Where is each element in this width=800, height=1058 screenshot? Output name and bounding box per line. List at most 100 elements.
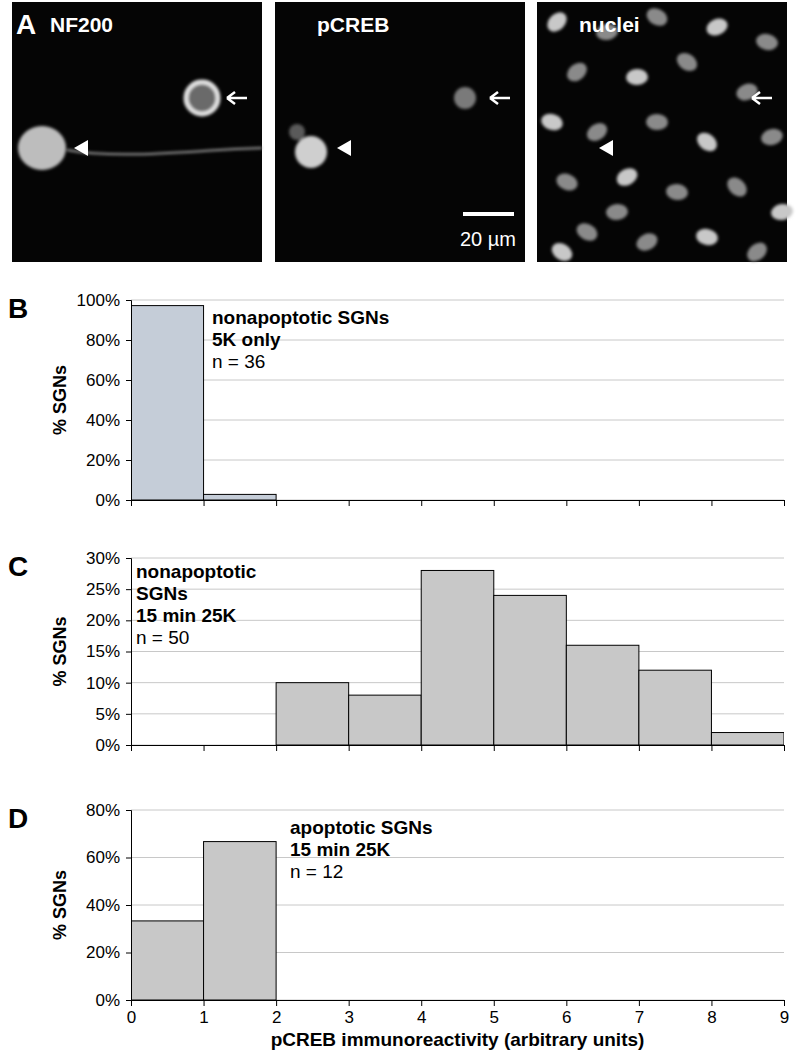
nucleus — [634, 230, 661, 254]
nucleus — [770, 202, 794, 221]
y-tick-mark — [126, 340, 131, 341]
x-tick — [784, 745, 785, 751]
x-tick: 6 — [562, 1000, 571, 1027]
bar — [711, 500, 784, 501]
x-axis-line — [132, 1001, 785, 1007]
y-tick-mark — [126, 420, 131, 421]
x-axis — [132, 745, 785, 751]
bar — [349, 500, 422, 501]
grid-line — [131, 558, 784, 559]
bar — [494, 595, 567, 745]
x-tick-mark — [131, 500, 132, 506]
y-tick-mark — [126, 683, 131, 684]
x-tick-mark — [421, 745, 422, 751]
x-axis-line — [132, 746, 785, 752]
y-tick-label: 5% — [95, 705, 120, 724]
image-background — [537, 2, 787, 262]
bar — [349, 1000, 422, 1001]
x-tick — [566, 745, 567, 751]
nucleus — [563, 59, 590, 85]
nucleus — [544, 9, 571, 36]
grid-line — [131, 460, 784, 461]
bars — [276, 570, 784, 745]
x-tick: 9 — [780, 1000, 789, 1027]
image-title: NF200 — [50, 13, 113, 36]
nucleus — [704, 15, 731, 39]
y-tick-label: 80% — [86, 801, 120, 820]
annotation: 15 min 25K — [290, 839, 391, 860]
x-tick: 3 — [344, 1000, 353, 1027]
x-tick-mark — [784, 500, 785, 506]
x-axis — [132, 500, 785, 506]
x-tick-mark — [639, 745, 640, 751]
x-tick-mark — [494, 1000, 495, 1006]
y-tick-mark — [126, 460, 131, 461]
x-tick-mark — [494, 500, 495, 506]
x-tick-mark — [349, 1000, 350, 1006]
histogram-panel: 0%5%10%15%20%25%30%% SGNsCnonapoptoticSG… — [8, 549, 785, 755]
image-title: pCREB — [317, 13, 389, 36]
y-tick-label: 10% — [86, 674, 120, 693]
bar — [566, 1000, 639, 1001]
y-tick: 25% — [86, 580, 131, 599]
y-tick: 100% — [77, 291, 131, 310]
x-tick — [566, 500, 567, 506]
x-tick-mark — [639, 1000, 640, 1006]
bar — [276, 500, 349, 501]
bar — [566, 645, 639, 745]
bar — [421, 1000, 494, 1001]
x-tick-mark — [784, 1000, 785, 1006]
nucleus — [626, 68, 649, 85]
grid-line — [131, 420, 784, 421]
x-tick — [204, 500, 205, 506]
bar — [131, 921, 204, 1000]
x-tick — [639, 500, 640, 506]
panel-label: B — [8, 293, 28, 324]
bar — [204, 842, 277, 1000]
nucleus — [583, 119, 610, 145]
nucleus — [695, 227, 720, 247]
cell — [289, 124, 305, 140]
grid-line — [131, 300, 784, 301]
x-tick-label: 8 — [707, 1008, 716, 1027]
x-tick — [711, 745, 712, 751]
y-tick-label: 100% — [77, 291, 120, 310]
y-tick-label: 25% — [86, 580, 120, 599]
x-tick-mark — [421, 500, 422, 506]
y-tick-label: 20% — [86, 943, 120, 962]
x-axis: 0123456789 — [127, 1000, 789, 1027]
y-tick-mark — [126, 589, 131, 590]
x-tick-label: 5 — [490, 1008, 499, 1027]
y-tick: 20% — [86, 451, 131, 470]
panel-a: NF200pCREBnucleiA20 µm — [12, 2, 794, 265]
bar — [494, 500, 567, 501]
nucleus — [574, 220, 601, 244]
image-background — [12, 2, 262, 262]
y-tick-mark — [126, 905, 131, 906]
bar — [131, 745, 204, 746]
x-tick — [276, 500, 277, 506]
y-tick-label: 60% — [86, 371, 120, 390]
annotation: n = 36 — [212, 351, 265, 372]
arrowhead-marker — [74, 140, 88, 156]
y-axis-title: % SGNs — [50, 616, 70, 686]
y-tick-mark — [126, 810, 131, 811]
x-tick-mark — [494, 745, 495, 751]
nucleus — [644, 5, 671, 30]
y-tick-mark — [126, 558, 131, 559]
y-tick: 80% — [86, 801, 131, 820]
scale-bar-label: 20 µm — [460, 228, 516, 250]
annotation: nonapoptotic SGNs — [212, 307, 389, 328]
x-tick — [349, 745, 350, 751]
x-tick-mark — [131, 745, 132, 751]
nucleus — [665, 183, 689, 202]
grid — [131, 300, 784, 500]
arrow-marker — [752, 92, 772, 104]
y-axis: 0%20%40%60%80% — [86, 801, 132, 1010]
cell — [18, 126, 66, 170]
annotation: SGNs — [136, 583, 188, 604]
x-tick-label: 6 — [562, 1008, 571, 1027]
arrow-marker — [490, 92, 510, 104]
y-axis: 0%20%40%60%80%100% — [77, 291, 132, 510]
axon — [67, 148, 262, 154]
